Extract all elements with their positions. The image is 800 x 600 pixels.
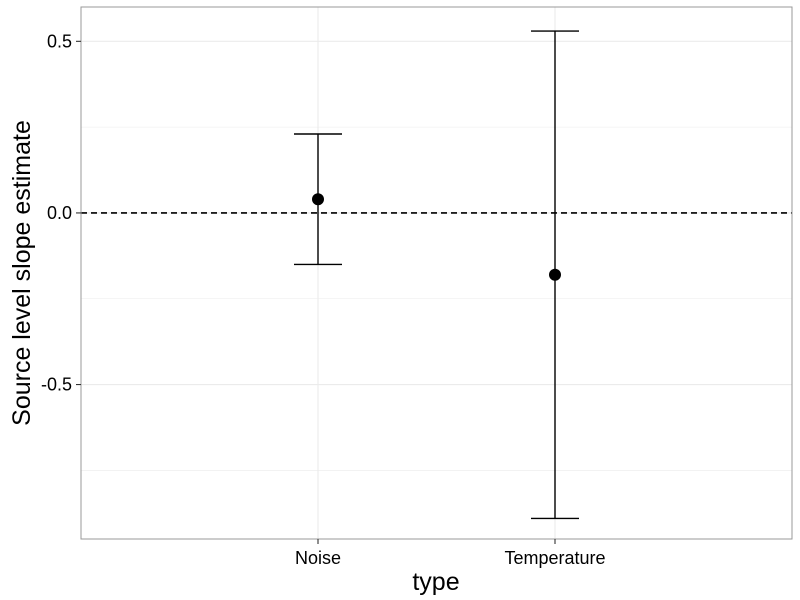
x-tick-label: Noise — [295, 548, 341, 568]
y-tick-label: -0.5 — [41, 375, 72, 395]
estimate-point — [549, 268, 561, 281]
panel-border — [80, 6, 793, 540]
x-tick-label: Temperature — [504, 548, 605, 568]
y-tick-label: 0.0 — [47, 203, 72, 223]
y-axis-title: Source level slope estimate — [8, 120, 36, 426]
estimate-point — [312, 193, 324, 206]
x-axis-title: type — [412, 568, 459, 596]
y-tick-label: 0.5 — [47, 31, 72, 51]
plot-background — [81, 7, 792, 539]
axis-layer: 0.5 0.0 -0.5 Noise Temperature — [41, 31, 606, 568]
point-layer — [312, 193, 561, 281]
